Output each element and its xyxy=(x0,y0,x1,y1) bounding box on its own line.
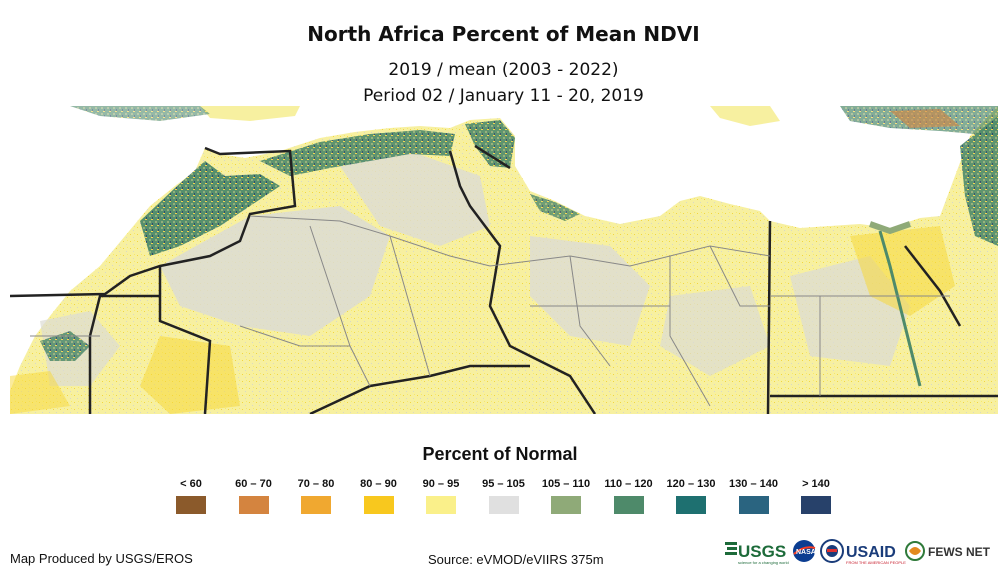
legend-swatch xyxy=(363,496,394,514)
legend-title: Percent of Normal xyxy=(422,444,578,464)
partner-logos: USGS science for a changing world NASA U… xyxy=(725,537,995,567)
legend-item-label: 70 – 80 xyxy=(297,478,335,490)
legend-item-label: 110 – 120 xyxy=(604,478,653,490)
usgs-logo: USGS science for a changing world xyxy=(725,537,789,572)
noaa-seal-logo xyxy=(819,537,845,572)
legend-item-label: 80 – 90 xyxy=(360,478,397,490)
international-borders xyxy=(10,144,998,414)
legend-item: > 140 xyxy=(785,478,847,514)
fews-net-logo: FEWS NET xyxy=(905,537,995,572)
legend-item-label: 120 – 130 xyxy=(666,478,716,490)
producer-credit: Map Produced by USGS/EROS xyxy=(10,551,193,566)
legend-swatch xyxy=(176,496,206,514)
legend-swatch xyxy=(551,496,581,514)
legend-swatch xyxy=(676,496,706,514)
legend-item: 60 – 70 xyxy=(223,478,285,514)
map-title: North Africa Percent of Mean NDVI xyxy=(307,22,700,46)
legend-item: 80 – 90 xyxy=(348,478,410,514)
legend-item: 95 – 105 xyxy=(473,478,535,514)
ndvi-map xyxy=(10,106,998,414)
svg-text:FEWS NET: FEWS NET xyxy=(928,545,991,559)
admin-boundaries xyxy=(30,215,950,407)
legend-swatch xyxy=(738,496,769,514)
legend-item: < 60 xyxy=(160,478,222,514)
svg-text:FROM THE AMERICAN PEOPLE: FROM THE AMERICAN PEOPLE xyxy=(846,560,906,565)
legend-item-label: < 60 xyxy=(180,478,202,490)
legend-item-label: 95 – 105 xyxy=(482,478,525,490)
legend-swatch xyxy=(613,496,644,514)
legend-item: 110 – 120 xyxy=(598,478,660,514)
legend-item: 90 – 95 xyxy=(410,478,472,514)
usaid-logo: USAID FROM THE AMERICAN PEOPLE xyxy=(846,537,912,572)
legend-swatch xyxy=(488,496,519,514)
nasa-logo: NASA xyxy=(791,537,817,572)
svg-text:NASA: NASA xyxy=(796,549,816,556)
legend-item: 130 – 140 xyxy=(723,478,785,514)
source-credit: Source: eVMOD/eVIIRS 375m xyxy=(428,552,604,567)
legend-item-label: 90 – 95 xyxy=(422,478,460,490)
svg-text:science for a changing world: science for a changing world xyxy=(738,560,789,565)
legend-item: 70 – 80 xyxy=(285,478,347,514)
legend-item-label: > 140 xyxy=(802,478,830,490)
svg-text:USAID: USAID xyxy=(846,544,896,561)
ndvi-map-svg xyxy=(10,106,998,414)
map-subtitle-years: 2019 / mean (2003 - 2022) xyxy=(388,60,619,80)
legend-item-label: 60 – 70 xyxy=(235,478,272,490)
legend-swatch xyxy=(426,496,456,514)
svg-text:USGS: USGS xyxy=(738,542,786,561)
legend-item: 105 – 110 xyxy=(535,478,597,514)
legend-item-label: 105 – 110 xyxy=(541,478,591,490)
legend-item-label: 130 – 140 xyxy=(729,478,778,490)
legend: < 60 60 – 70 70 – 80 80 – 90 90 – 95 95 – 105… xyxy=(160,478,850,528)
legend-swatch xyxy=(301,496,331,514)
legend-swatch xyxy=(238,496,269,514)
map-subtitle-period: Period 02 / January 11 - 20, 2019 xyxy=(363,86,644,106)
legend-item: 120 – 130 xyxy=(660,478,722,514)
legend-swatch xyxy=(801,496,831,514)
